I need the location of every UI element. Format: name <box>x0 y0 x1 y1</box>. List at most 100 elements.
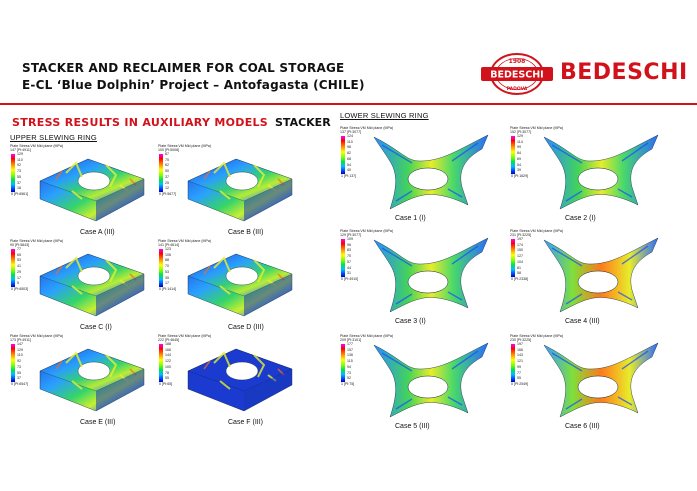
legend-tick: 122 <box>165 359 171 364</box>
stress-legend: Plate Stress:VM Mid plane (MPa) 137 [Pl:3… <box>340 126 394 177</box>
case-panel: Plate Stress:VM Mid plane (MPa) 222 [Pl:4… <box>158 334 308 430</box>
legend-tick: 123 <box>165 247 171 251</box>
legend-min: 0 [Pl:1414] <box>159 287 177 291</box>
case-caption: Case D (III) <box>228 324 264 331</box>
legend-tick: 18 <box>17 186 21 191</box>
legend-tick: 110 <box>17 353 23 358</box>
legend-tick: 99 <box>517 145 521 150</box>
legend-tick: 25 <box>165 180 169 185</box>
bedeschi-wordmark: BEDESCHI <box>560 60 688 85</box>
seal-year: 1908 <box>509 58 526 65</box>
case-caption: Case 5 (III) <box>395 423 430 430</box>
lower-ring-fem-model <box>373 237 489 313</box>
seal-city: PADOVA <box>507 86 528 92</box>
lower-ring-fem-model <box>543 237 659 313</box>
legend-tick: 70 <box>165 264 169 269</box>
legend-ticks: 87 75 62 50 37 25 12 <box>165 152 169 191</box>
legend-title: Plate Stress:VM Mid plane (MPa) <box>158 239 212 243</box>
legend-tick: 35 <box>165 275 169 280</box>
case-panel: Plate Stress:VM Mid plane (MPa) 141 [Pl:4… <box>158 239 308 335</box>
case-panel: Plate Stress:VM Mid plane (MPa) 152 [Pl:3… <box>510 126 660 222</box>
case-panel: Plate Stress:VM Mid plane (MPa) 231 [Pl:3… <box>510 229 660 325</box>
legend-tick: 94 <box>347 364 351 369</box>
stress-legend: Plate Stress:VM Mid plane (MPa) 209 [Pl:3… <box>340 334 393 385</box>
legend-tick: 92 <box>17 359 21 364</box>
legend-tick: 77 <box>17 247 21 251</box>
lower-ring-fem-model <box>373 134 489 210</box>
legend-tick: 104 <box>517 259 523 264</box>
case-panel: Plate Stress:VM Mid plane (MPa) 90 [Pl:58… <box>10 239 160 335</box>
legend-tick: 124 <box>347 134 353 138</box>
legend-tick: 62 <box>165 163 169 168</box>
legend-tick: 96 <box>347 145 351 150</box>
case-caption: Case E (III) <box>80 419 116 426</box>
legend-colorbar <box>341 136 345 174</box>
legend-tick: 65 <box>17 252 21 257</box>
legend-tick: 44 <box>347 265 351 270</box>
legend-tick: 83 <box>347 248 351 253</box>
legend-min: 0 [Pl:6503] <box>11 287 29 291</box>
case-panel: Plate Stress:VM Mid plane (MPa) 173 [Pl:4… <box>10 334 160 430</box>
upper-ring-fem-model <box>187 158 293 222</box>
legend-colorbar <box>511 136 515 174</box>
document-title: STACKER AND RECLAIMER FOR COAL STORAGE E… <box>22 60 365 94</box>
legend-colorbar <box>11 249 15 287</box>
case-panel: Plate Stress:VM Mid plane (MPa) 209 [Pl:3… <box>340 334 490 430</box>
stress-legend: Plate Stress:VM Mid plane (MPa) 222 [Pl:4… <box>158 334 211 385</box>
legend-tick: 96 <box>347 242 351 247</box>
case-caption: Case 2 (I) <box>565 215 596 222</box>
legend-min: 1 [Pl:137] <box>341 174 357 178</box>
legend-tick: 40 <box>347 168 351 173</box>
legend-tick: 73 <box>17 169 21 174</box>
legend-title: Plate Stress:VM Mid plane (MPa) <box>340 229 394 233</box>
legend-tick: 147 <box>17 342 23 346</box>
legend-max: 152 [Pl:3077] <box>510 129 532 134</box>
legend-min: 0 [Pl:4910] <box>341 277 359 281</box>
legend-min: 0 [Pl:1629] <box>511 174 529 178</box>
legend-tick: 177 <box>347 342 353 346</box>
legend-min: 1 [Pl:75] <box>341 382 355 386</box>
legend-tick: 109 <box>347 237 353 241</box>
legend-ticks: 177 157 136 115 94 73 52 <box>347 342 353 381</box>
stress-legend: Plate Stress:VM Mid plane (MPa) 230 [Pl:3… <box>510 334 563 385</box>
legend-tick: 197 <box>517 237 523 241</box>
legend-colorbar <box>341 239 345 277</box>
legend-tick: 37 <box>17 180 21 185</box>
legend-title: Plate Stress:VM Mid plane (MPa) <box>340 126 394 130</box>
legend-tick: 29 <box>17 269 21 274</box>
legend-tick: 166 <box>517 347 523 352</box>
legend-tick: 106 <box>165 252 171 257</box>
legend-tick: 50 <box>165 169 169 174</box>
legend-tick: 157 <box>347 347 353 352</box>
legend-tick: 143 <box>517 353 523 358</box>
upper-ring-fem-model <box>187 348 293 412</box>
legend-colorbar <box>11 154 15 192</box>
legend-colorbar <box>159 344 163 382</box>
case-panel: Plate Stress:VM Mid plane (MPa) 230 [Pl:3… <box>510 334 660 430</box>
legend-tick: 136 <box>347 353 353 358</box>
bedeschi-seal-logo: 1908 BEDESCHI PADOVA <box>481 53 553 95</box>
upper-ring-fem-model <box>39 348 145 412</box>
case-caption: Case F (III) <box>228 419 264 426</box>
legend-ticks: 197 174 150 127 104 81 58 <box>517 237 523 276</box>
legend-tick: 114 <box>517 139 523 144</box>
legend-max: 222 [Pl:4645] <box>158 337 180 342</box>
legend-colorbar <box>511 344 515 382</box>
legend-colorbar <box>341 344 345 382</box>
legend-tick: 17 <box>17 275 21 280</box>
legend-max: 231 [Pl:3225] <box>510 232 532 237</box>
upper-ring-fem-model <box>187 253 293 317</box>
legend-tick: 55 <box>517 376 521 381</box>
stress-legend: Plate Stress:VM Mid plane (MPa) 173 [Pl:4… <box>10 334 63 385</box>
lower-ring-fem-model <box>373 342 489 418</box>
legend-max: 137 [Pl:3077] <box>340 129 362 134</box>
legend-tick: 197 <box>517 342 523 346</box>
legend-tick: 12 <box>165 186 169 191</box>
legend-tick: 37 <box>17 376 21 381</box>
legend-tick: 121 <box>517 359 523 364</box>
case-panel: Plate Stress:VM Mid plane (MPa) 100 [Pl:5… <box>158 144 308 240</box>
upper-ring-label: UPPER SLEWING RING <box>10 133 97 142</box>
legend-tick: 52 <box>347 376 351 381</box>
legend-tick: 68 <box>347 156 351 161</box>
legend-tick: 129 <box>17 347 23 352</box>
